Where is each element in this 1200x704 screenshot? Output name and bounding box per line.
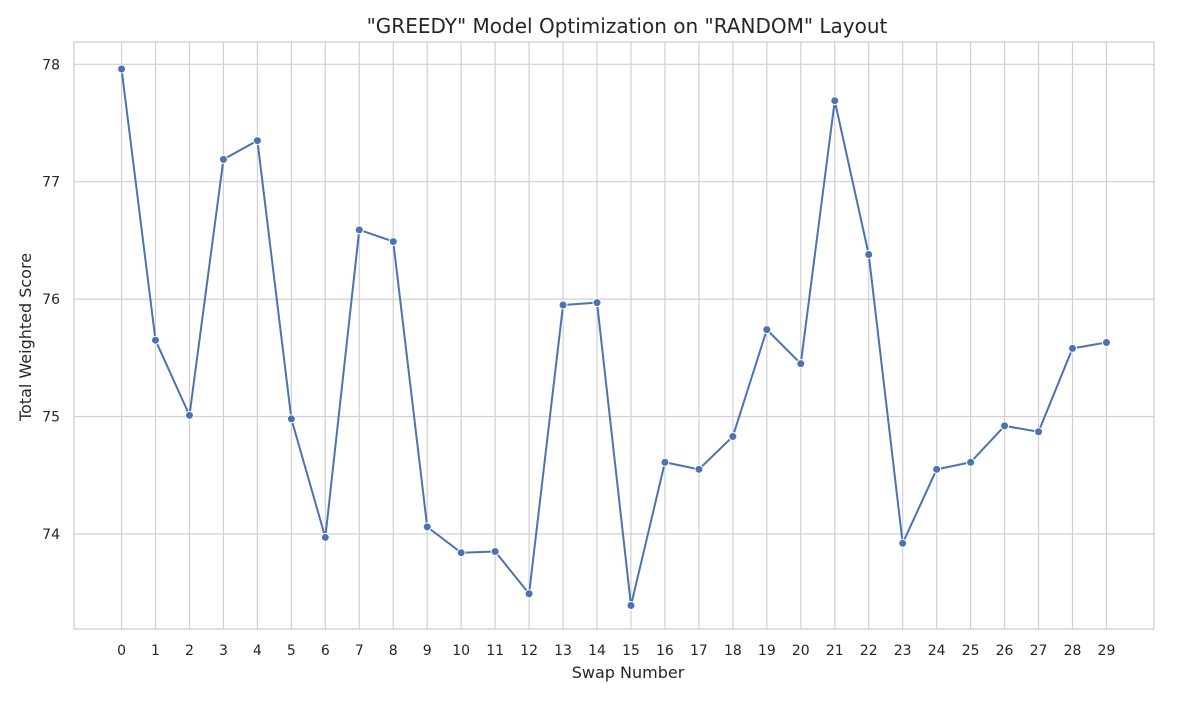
x-tick-label: 1 <box>151 643 160 659</box>
y-tick-label: 74 <box>42 527 60 543</box>
y-axis-label: Total Weighted Score <box>16 253 35 422</box>
chart-title: "GREEDY" Model Optimization on "RANDOM" … <box>367 14 888 38</box>
data-point <box>524 589 534 599</box>
x-tick-label: 14 <box>588 643 606 659</box>
x-tick-label: 24 <box>928 643 946 659</box>
data-point <box>490 547 500 557</box>
data-point <box>422 522 432 532</box>
series-line <box>120 68 1107 607</box>
x-tick-label: 6 <box>321 643 330 659</box>
series-layer <box>117 64 1111 611</box>
x-tick-label: 15 <box>622 643 640 659</box>
data-point <box>1101 338 1111 348</box>
x-axis-label: Swap Number <box>572 663 685 682</box>
x-tick-label: 12 <box>520 643 538 659</box>
data-point <box>966 457 976 467</box>
data-point <box>184 410 194 420</box>
x-tick-label: 23 <box>894 643 912 659</box>
x-tick-label: 7 <box>355 643 364 659</box>
data-point <box>286 414 296 424</box>
x-tick-label: 22 <box>860 643 878 659</box>
x-tick-label: 2 <box>185 643 194 659</box>
x-tick-label: 20 <box>792 643 810 659</box>
y-tick-label: 76 <box>42 292 60 308</box>
y-axis-ticks: 74 75 76 77 78 <box>42 57 60 543</box>
data-point <box>320 532 330 542</box>
data-point <box>1034 427 1044 437</box>
x-tick-label: 11 <box>486 643 504 659</box>
data-point <box>151 335 161 345</box>
data-point <box>1067 343 1077 353</box>
data-point <box>354 225 364 235</box>
data-point <box>830 96 840 106</box>
data-point <box>864 249 874 259</box>
data-point <box>117 64 127 74</box>
x-tick-label: 4 <box>253 643 262 659</box>
x-tick-label: 17 <box>690 643 708 659</box>
data-point <box>694 464 704 474</box>
data-point <box>796 359 806 369</box>
x-axis-ticks: 0 1 2 3 4 5 6 7 8 9 10 11 12 13 14 15 16 17 18 19 20 21 22 23 24… <box>117 643 1115 659</box>
data-point <box>456 548 466 558</box>
x-tick-label: 9 <box>423 643 432 659</box>
x-tick-label: 8 <box>389 643 398 659</box>
x-tick-label: 21 <box>826 643 844 659</box>
x-tick-label: 19 <box>758 643 776 659</box>
x-tick-label: 3 <box>219 643 228 659</box>
data-point <box>762 325 772 335</box>
x-tick-label: 13 <box>554 643 572 659</box>
data-point <box>728 431 738 441</box>
data-point <box>558 300 568 310</box>
x-tick-label: 26 <box>996 643 1014 659</box>
grid <box>74 42 1154 629</box>
x-tick-label: 0 <box>117 643 126 659</box>
data-point <box>626 601 636 611</box>
data-point <box>898 538 908 548</box>
x-tick-label: 29 <box>1098 643 1116 659</box>
x-tick-label: 28 <box>1064 643 1082 659</box>
x-tick-label: 25 <box>962 643 980 659</box>
x-tick-label: 18 <box>724 643 742 659</box>
data-point <box>932 464 942 474</box>
y-tick-label: 78 <box>42 57 60 73</box>
data-point <box>252 136 262 146</box>
plot-area-frame <box>73 41 1155 630</box>
data-point <box>1000 421 1010 431</box>
y-tick-label: 75 <box>42 410 60 426</box>
data-point <box>388 237 398 247</box>
x-tick-label: 27 <box>1030 643 1048 659</box>
x-tick-label: 10 <box>452 643 470 659</box>
y-tick-label: 77 <box>42 175 60 191</box>
data-point <box>218 154 228 164</box>
x-tick-label: 16 <box>656 643 674 659</box>
data-point <box>660 457 670 467</box>
data-point <box>592 298 602 308</box>
x-tick-label: 5 <box>287 643 296 659</box>
